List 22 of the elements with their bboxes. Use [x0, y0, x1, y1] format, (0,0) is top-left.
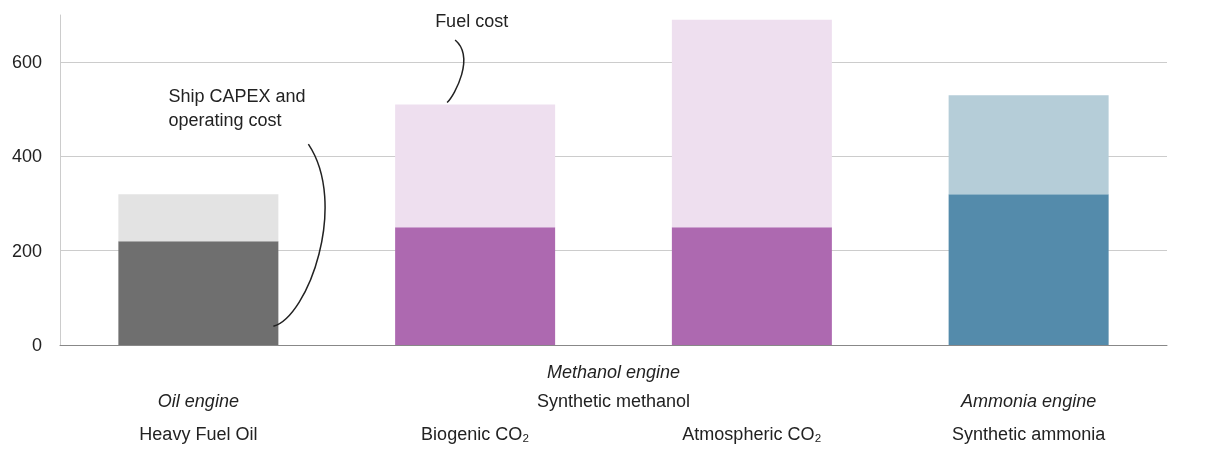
y-tick-label: 400 — [11, 146, 42, 167]
x-tick-label: Atmospheric CO₂ — [682, 423, 822, 444]
text: Ammonia engine — [960, 391, 1097, 411]
y-tick-label: 600 — [11, 52, 42, 73]
bar — [671, 19, 832, 228]
bar — [118, 194, 279, 242]
y-tick-label: 200 — [11, 240, 42, 261]
bar — [395, 227, 556, 345]
x-tick-label: Synthetic ammonia — [952, 423, 1107, 444]
bar — [671, 227, 832, 345]
y-tick-label: 0 — [31, 335, 42, 355]
text: Oil engine — [157, 391, 239, 411]
x-tick-label: Biogenic CO₂ — [421, 423, 530, 444]
text: Fuel cost — [435, 11, 509, 31]
text: Synthetic methanol — [536, 391, 691, 411]
bar — [948, 95, 1109, 195]
text: Methanol engine — [546, 362, 681, 382]
text: Ship CAPEX and operating cost — [168, 86, 311, 131]
x-tick-label: Heavy Fuel Oil — [139, 423, 258, 444]
bar — [948, 194, 1109, 345]
bar — [118, 241, 279, 345]
bar — [395, 104, 556, 228]
